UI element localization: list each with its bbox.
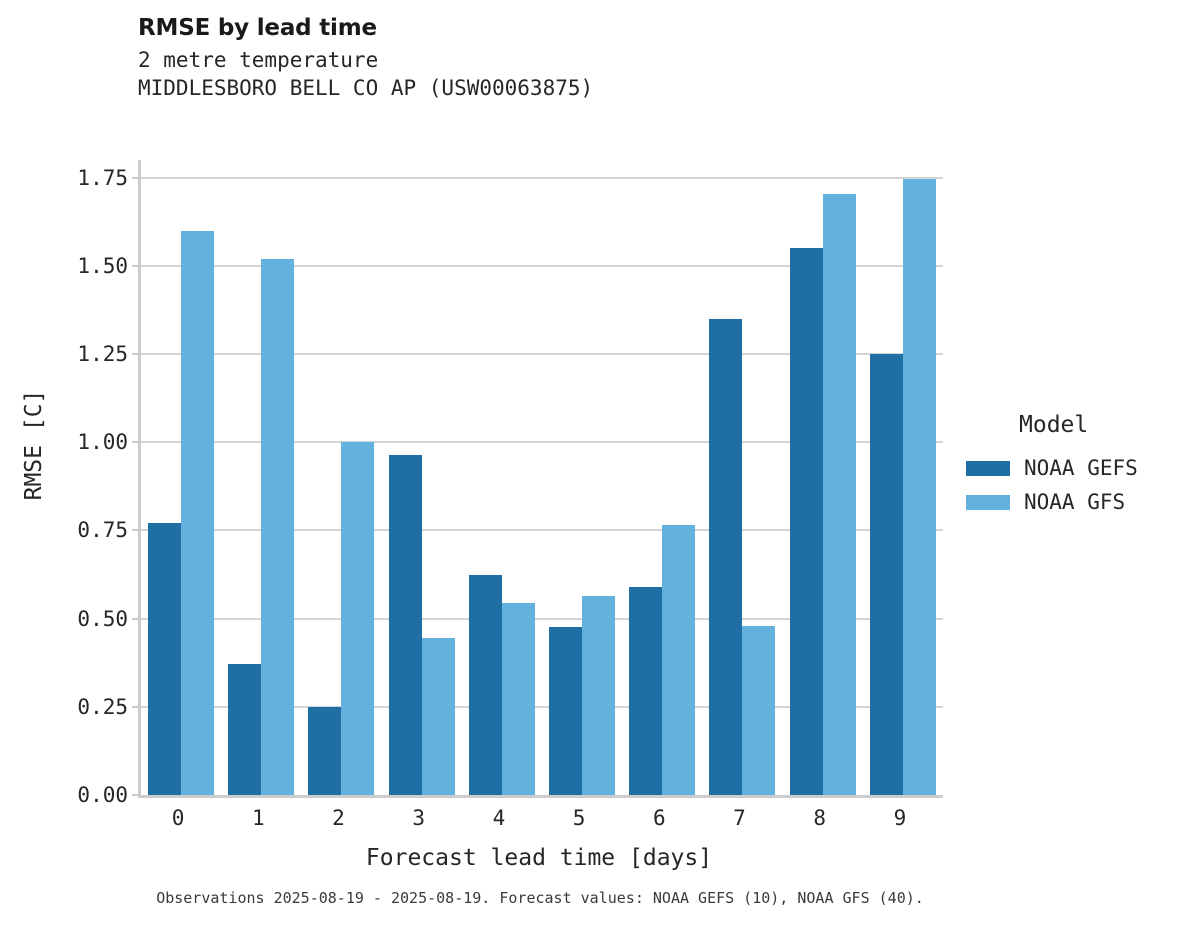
legend-swatch-icon <box>966 494 1010 510</box>
bar-noaa-gefs-day-2[interactable] <box>308 706 342 795</box>
y-tick-label: 1.00 <box>77 430 128 455</box>
bar-group <box>301 160 381 795</box>
legend-item-noaa-gefs[interactable]: NOAA GEFS <box>966 451 1176 485</box>
x-tick-label: 0 <box>171 806 185 830</box>
bar-noaa-gfs-day-8[interactable] <box>822 193 856 795</box>
legend-item-noaa-gfs[interactable]: NOAA GFS <box>966 485 1176 519</box>
y-tick-label: 1.25 <box>77 342 128 367</box>
y-tick-label: 0.50 <box>77 606 128 631</box>
y-tick-mark <box>132 441 139 444</box>
legend-entries: NOAA GEFS NOAA GFS <box>966 451 1176 519</box>
x-axis-title: Forecast lead time [days] <box>365 845 713 871</box>
y-tick-mark <box>132 264 139 267</box>
bar-noaa-gfs-day-0[interactable] <box>181 230 215 795</box>
y-axis-tick-labels: 0.00 0.25 0.50 0.75 1.00 1.25 1.50 1.75 <box>36 160 128 807</box>
bar-noaa-gfs-day-6[interactable] <box>662 525 696 795</box>
bar-noaa-gefs-day-1[interactable] <box>228 664 262 795</box>
bar-noaa-gfs-day-3[interactable] <box>421 638 455 795</box>
x-axis-tick-labels: 0 1 2 3 4 5 6 7 8 9 <box>138 806 940 840</box>
x-tick-label: 1 <box>251 806 265 830</box>
bar-group <box>783 160 863 795</box>
bar-group <box>863 160 943 795</box>
y-axis-title: RMSE [C] <box>21 389 47 501</box>
bar-group <box>702 160 782 795</box>
y-tick-mark <box>132 176 139 179</box>
y-tick-mark <box>132 794 139 796</box>
x-tick-label: 6 <box>652 806 666 830</box>
y-tick-label: 0.25 <box>77 694 128 719</box>
bar-noaa-gfs-day-7[interactable] <box>742 625 776 795</box>
bar-group <box>221 160 301 795</box>
legend-item-label: NOAA GEFS <box>1024 456 1138 480</box>
bar-series-container <box>141 160 943 795</box>
chart-subtitle: 2 metre temperature <box>138 48 379 72</box>
x-tick-label: 2 <box>332 806 345 830</box>
page-title: RMSE by lead time <box>138 15 377 41</box>
x-tick-label: 8 <box>813 806 827 830</box>
legend-swatch-icon <box>966 460 1010 476</box>
bar-noaa-gefs-day-6[interactable] <box>629 586 663 795</box>
bar-noaa-gefs-day-7[interactable] <box>709 318 743 795</box>
bar-group <box>382 160 462 795</box>
legend: Model NOAA GEFS NOAA GFS <box>966 412 1176 519</box>
chart-station-name: MIDDLESBORO BELL CO AP (USW00063875) <box>138 76 594 100</box>
bar-noaa-gfs-day-1[interactable] <box>261 258 295 795</box>
y-tick-mark <box>132 705 139 708</box>
y-tick-mark <box>132 353 139 356</box>
y-tick-mark <box>132 617 139 620</box>
bar-noaa-gefs-day-8[interactable] <box>789 248 823 795</box>
bar-noaa-gefs-day-0[interactable] <box>148 523 182 795</box>
title-block: RMSE by lead time 2 metre temperature MI… <box>138 14 958 102</box>
bar-noaa-gefs-day-3[interactable] <box>388 454 422 795</box>
bar-noaa-gfs-day-5[interactable] <box>582 595 616 795</box>
bar-group <box>462 160 542 795</box>
legend-title: Model <box>1019 412 1089 438</box>
y-tick-label: 0.00 <box>77 783 128 807</box>
bar-noaa-gfs-day-2[interactable] <box>341 442 375 795</box>
y-tick-label: 0.75 <box>77 518 128 543</box>
y-tick-mark <box>132 529 139 532</box>
bar-noaa-gfs-day-9[interactable] <box>902 179 936 795</box>
x-tick-label: 4 <box>492 806 506 830</box>
bar-noaa-gefs-day-4[interactable] <box>468 574 502 795</box>
y-tick-label: 1.50 <box>77 253 128 278</box>
footnote: Observations 2025-08-19 - 2025-08-19. Fo… <box>156 889 924 907</box>
x-tick-label: 7 <box>733 806 746 830</box>
x-tick-label: 9 <box>893 806 907 830</box>
x-tick-label: 3 <box>412 806 426 830</box>
legend-item-label: NOAA GFS <box>1024 490 1126 514</box>
bar-noaa-gfs-day-4[interactable] <box>501 602 535 795</box>
bar-noaa-gefs-day-9[interactable] <box>869 354 903 795</box>
plot-area <box>132 160 943 798</box>
bar-group <box>622 160 702 795</box>
x-tick-label: 5 <box>572 806 586 830</box>
bar-noaa-gefs-day-5[interactable] <box>549 627 583 795</box>
y-tick-label: 1.75 <box>77 165 128 190</box>
bar-group <box>542 160 622 795</box>
bar-group <box>141 160 221 795</box>
